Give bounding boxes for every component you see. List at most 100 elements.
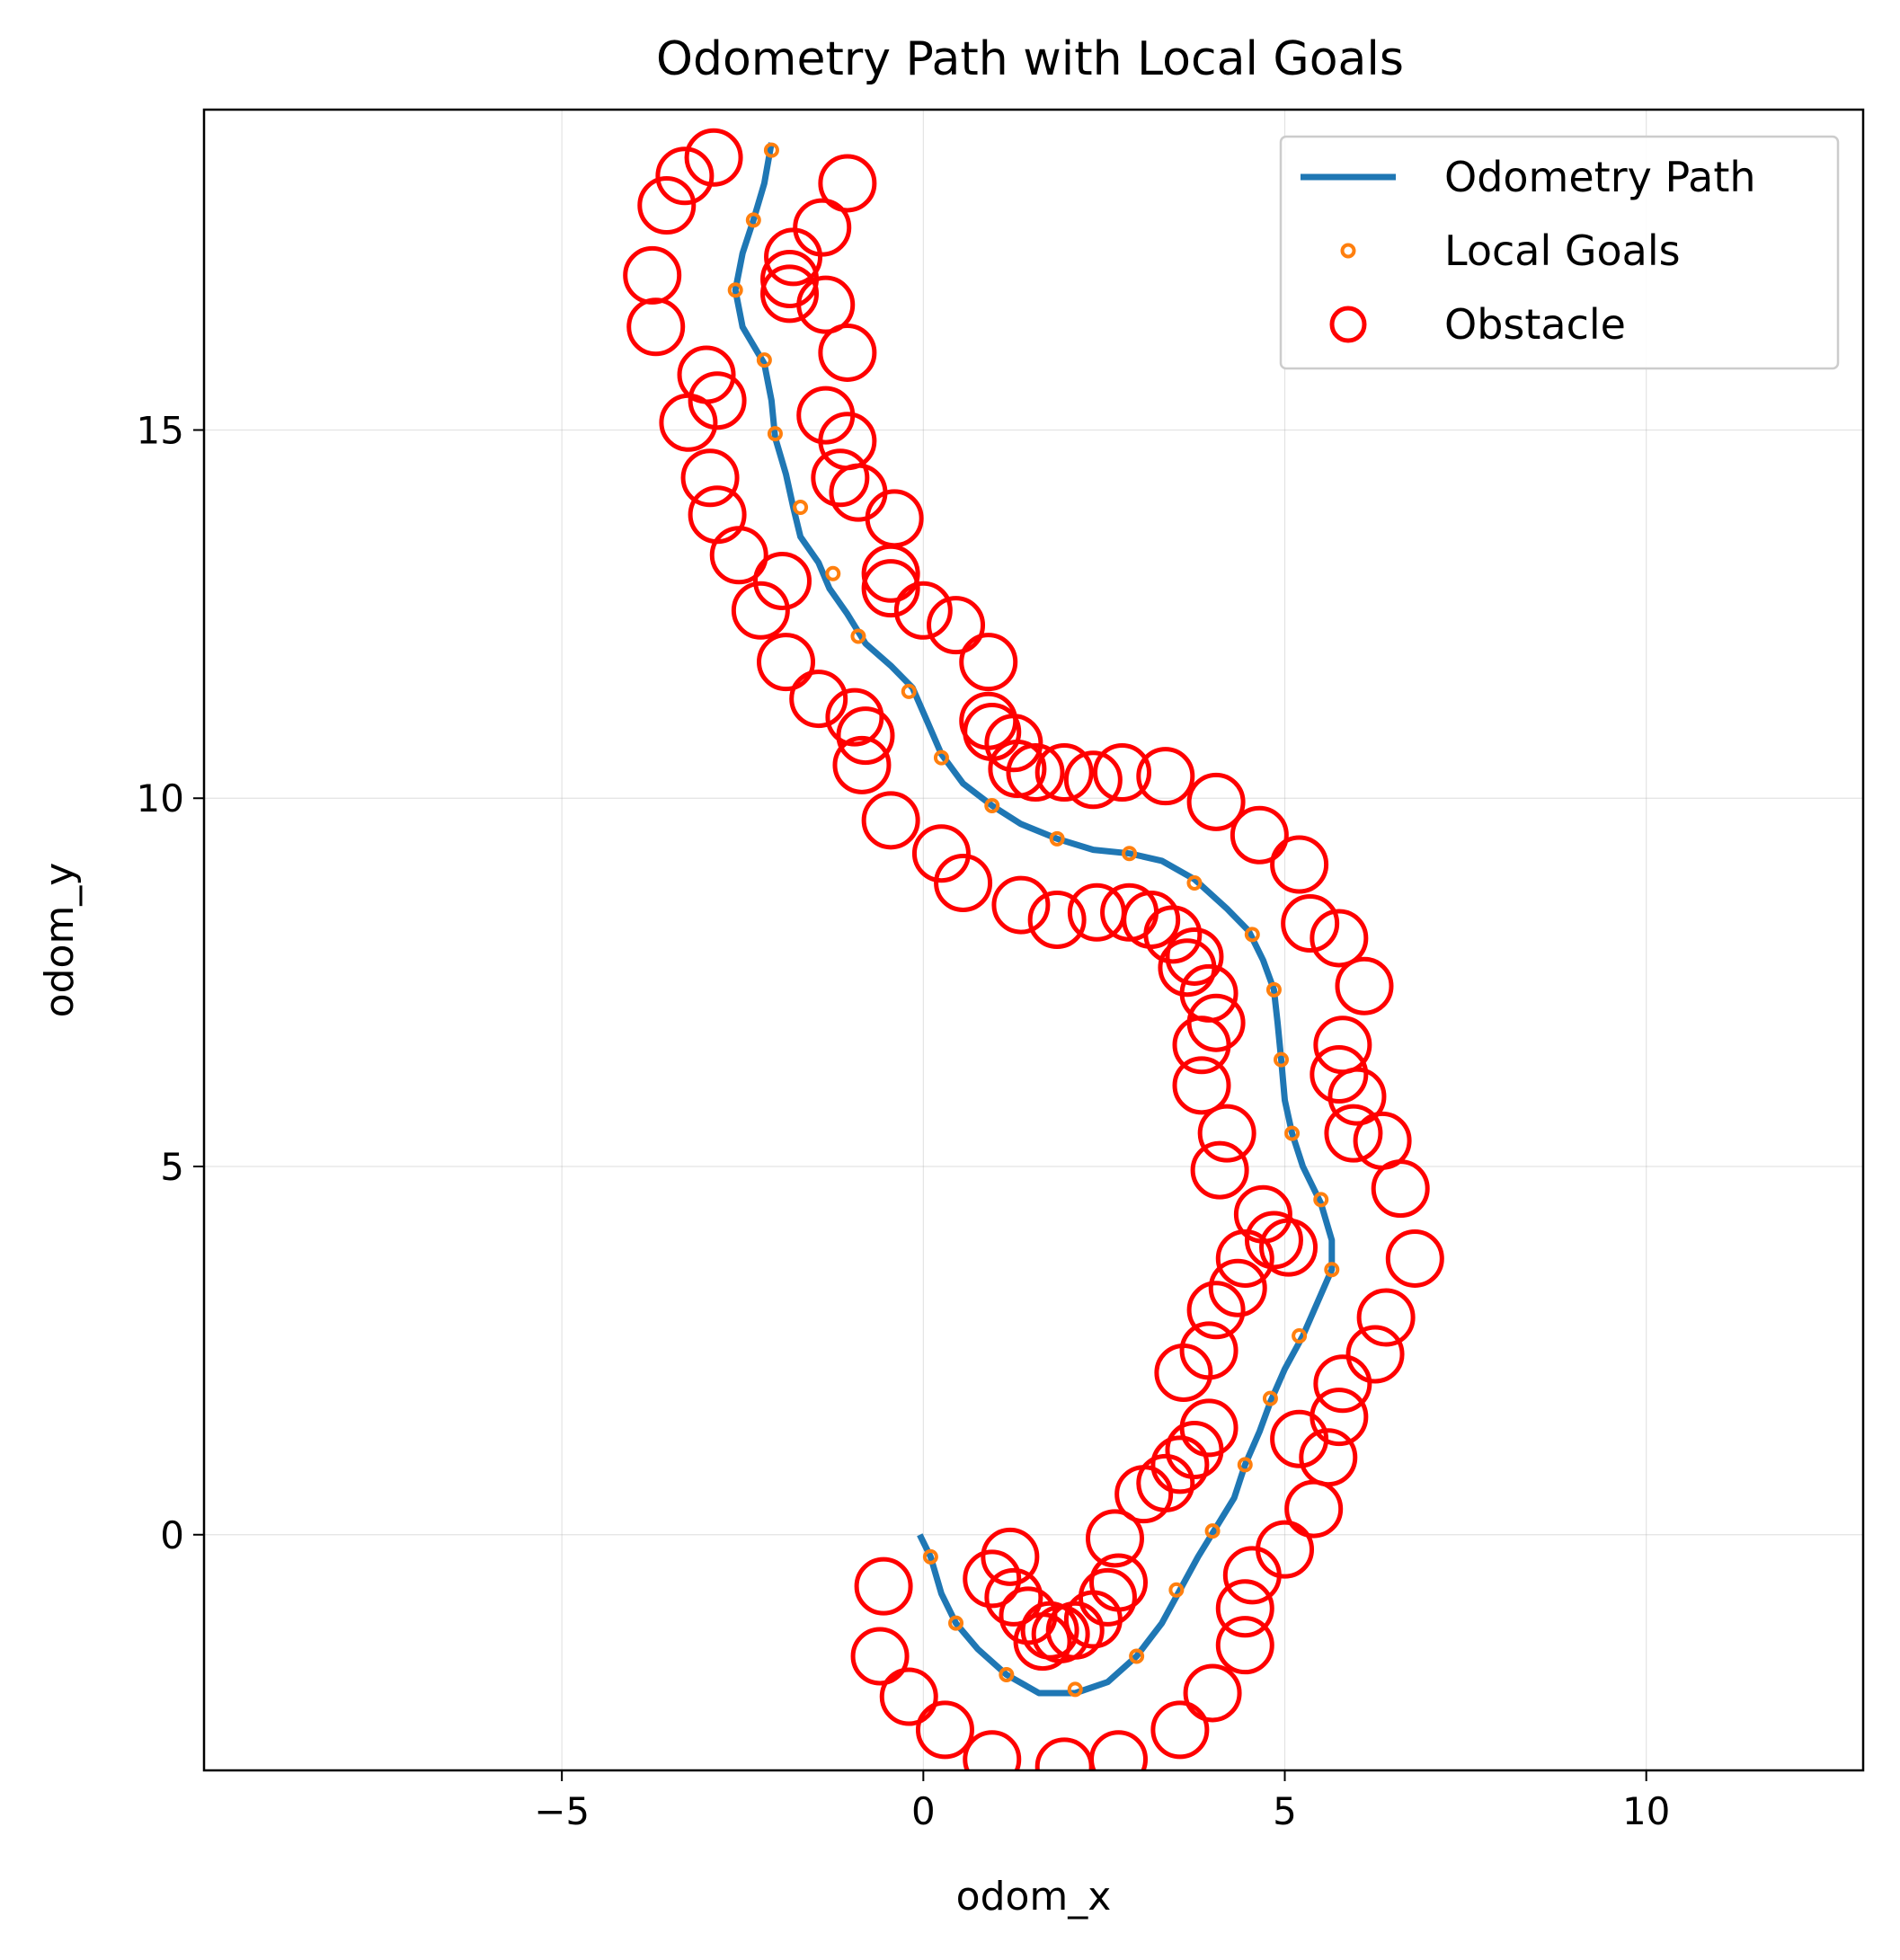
- obstacle-point: [637, 176, 697, 235]
- x-tick-label: 0: [911, 1789, 936, 1833]
- obstacle-point: [1197, 1104, 1256, 1163]
- obstacle-point: [825, 687, 884, 747]
- local-goal-point: [1122, 846, 1138, 862]
- legend-label: Obstacle: [1444, 300, 1626, 349]
- obstacle-point: [915, 1700, 974, 1760]
- obstacle-point: [1281, 894, 1340, 953]
- obstacle-point: [811, 448, 870, 508]
- obstacle-point: [1114, 1465, 1174, 1524]
- local-goal-point: [1313, 1192, 1329, 1208]
- local-goal-point: [1265, 981, 1282, 998]
- obstacle-point: [1259, 1218, 1318, 1277]
- obstacle-point: [1385, 1228, 1444, 1288]
- obstacle-point: [796, 386, 856, 445]
- local-goal-point: [1204, 1523, 1221, 1539]
- local-goal-point: [999, 1666, 1015, 1682]
- local-goal-point: [850, 628, 866, 644]
- obstacle-point: [861, 559, 920, 618]
- y-tick-label: 5: [160, 1145, 184, 1189]
- local-goal-point: [1244, 927, 1260, 943]
- obstacle-point: [1089, 1730, 1149, 1770]
- obstacle-point: [1172, 1015, 1231, 1075]
- obstacle-point: [963, 1730, 1022, 1770]
- local-goal-point: [1237, 1457, 1253, 1473]
- obstacle-point: [861, 791, 920, 850]
- local-goal-point: [756, 352, 772, 368]
- x-axis-label: odom_x: [956, 1874, 1112, 1920]
- legend-box: [1279, 135, 1840, 370]
- obstacle-point: [655, 146, 715, 206]
- obstacle-point: [1172, 1056, 1231, 1115]
- local-goal-point: [901, 683, 917, 699]
- local-goal-point: [1067, 1681, 1083, 1698]
- local-goal-point: [745, 212, 761, 228]
- obstacle-point: [1063, 1590, 1123, 1649]
- obstacle-point: [1143, 905, 1203, 964]
- local-goal-point: [1168, 1582, 1185, 1598]
- local-goal-point: [767, 426, 783, 442]
- obstacle-point: [1215, 1228, 1274, 1288]
- obstacle-point: [1256, 1520, 1315, 1579]
- obstacle-point: [659, 393, 718, 452]
- obstacle-point: [757, 633, 816, 692]
- obstacle-point: [680, 448, 740, 508]
- local-goal-point: [1324, 1262, 1340, 1278]
- obstacle-point: [850, 1627, 910, 1686]
- obstacle-point: [981, 1527, 1040, 1586]
- obstacle-point: [1244, 1211, 1303, 1270]
- obstacle-point: [927, 596, 986, 655]
- local-goal-point: [1262, 1390, 1278, 1406]
- obstacle-point: [1190, 1140, 1249, 1200]
- obstacle-point: [1313, 1354, 1372, 1414]
- obstacle-point: [1230, 805, 1289, 865]
- plot-frame: [202, 108, 1865, 1772]
- legend: Odometry Path Local Goals Obstacle: [1279, 135, 1840, 370]
- local-goal-point: [793, 500, 809, 516]
- obstacle-point: [854, 1556, 913, 1616]
- obstacle-point: [1335, 956, 1394, 1015]
- obstacle-point: [1310, 1388, 1369, 1447]
- obstacle-point: [836, 706, 895, 766]
- obstacle-point: [1299, 1428, 1358, 1487]
- local-goal-point: [1186, 874, 1203, 891]
- obstacle-point: [999, 1586, 1058, 1645]
- obstacle-point: [1150, 1435, 1210, 1494]
- axis-ticks: −5 0 5 10 0 5 10 15: [137, 408, 1671, 1833]
- obstacle-point: [1270, 835, 1329, 894]
- y-tick-label: 15: [137, 408, 184, 452]
- legend-swatch-circle: [1329, 306, 1367, 343]
- obstacle-point: [818, 323, 877, 382]
- obstacle-point: [991, 875, 1051, 935]
- x-tick-label: 10: [1622, 1789, 1670, 1833]
- local-goal-point: [727, 282, 743, 298]
- obstacle-point: [752, 551, 812, 610]
- local-goal-point: [1273, 1051, 1289, 1068]
- obstacle-point: [1150, 1700, 1210, 1760]
- local-goal-point: [948, 1615, 964, 1631]
- obstacle-point: [1345, 1325, 1405, 1384]
- y-tick-label: 10: [137, 776, 184, 820]
- local-goal-point: [1292, 1327, 1308, 1344]
- obstacle-point: [1165, 927, 1224, 986]
- obstacle-point: [893, 581, 953, 640]
- obstacle-point: [818, 154, 877, 213]
- local-goal-point: [922, 1548, 938, 1565]
- obstacle-point: [1356, 1288, 1416, 1347]
- obstacle-point: [760, 264, 820, 324]
- obstacle-point: [1183, 1663, 1242, 1723]
- obstacle-point: [688, 371, 747, 430]
- local-goal-point: [825, 565, 841, 581]
- obstacle-point: [1063, 750, 1123, 810]
- obstacle-point: [1353, 1111, 1412, 1170]
- obstacle-point: [1310, 909, 1369, 968]
- x-tick-label: 5: [1273, 1789, 1297, 1833]
- obstacle-point: [789, 670, 848, 729]
- obstacle-point: [731, 581, 790, 640]
- legend-label: Local Goals: [1444, 226, 1681, 275]
- grid: [204, 110, 1863, 1770]
- y-tick-label: 0: [160, 1513, 184, 1557]
- obstacle-point: [1186, 772, 1246, 831]
- obstacle-point: [626, 297, 686, 357]
- obstacle-point: [1310, 1045, 1369, 1104]
- obstacle-point: [934, 853, 993, 912]
